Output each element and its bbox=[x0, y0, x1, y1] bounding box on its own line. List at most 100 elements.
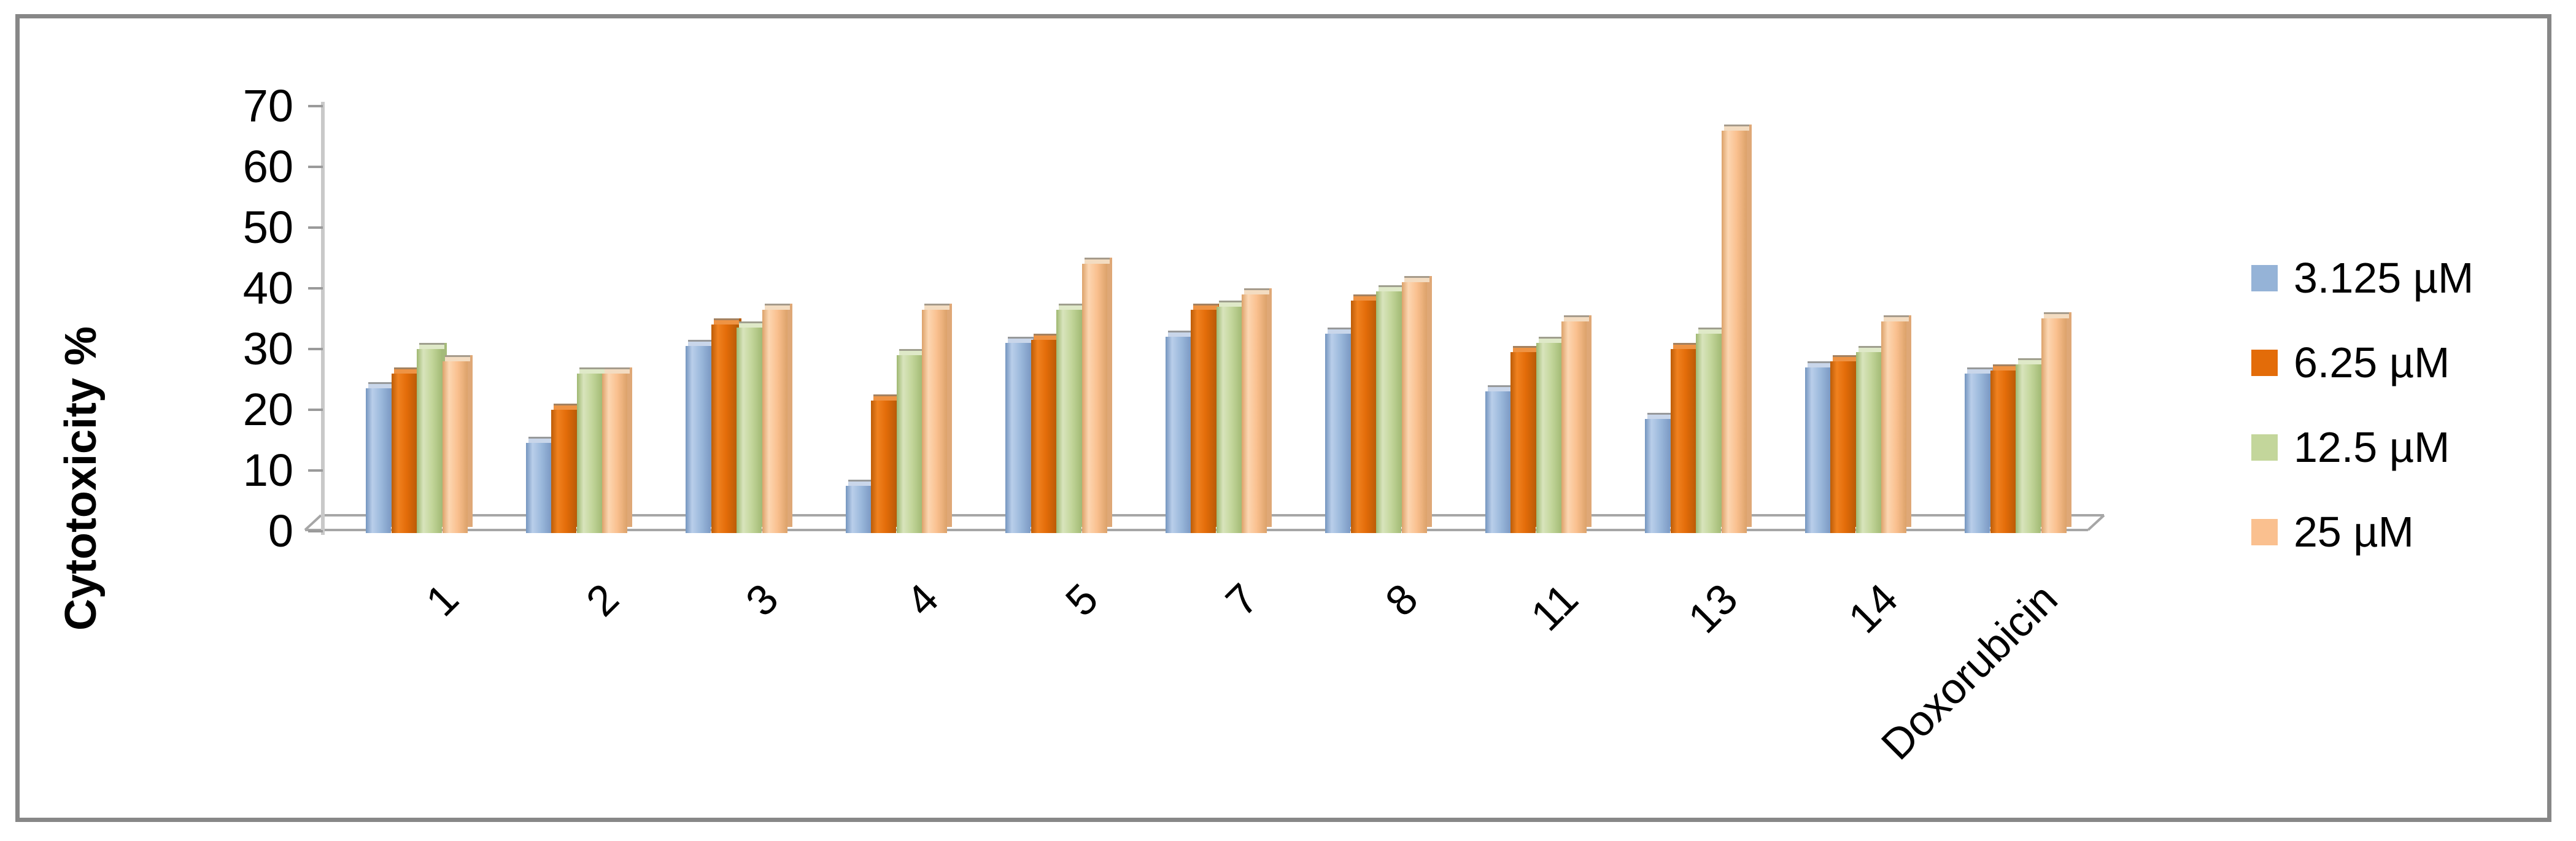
bar-top-face bbox=[419, 343, 444, 349]
bar-top-face bbox=[714, 318, 739, 324]
bar-top-face bbox=[765, 304, 790, 310]
bar-4-3.125µM bbox=[846, 480, 876, 533]
bar-front-face bbox=[577, 374, 602, 533]
bar-7-3.125µM bbox=[1166, 331, 1196, 533]
bar-top-face bbox=[1008, 337, 1033, 343]
bar-1-3.125µM bbox=[366, 382, 396, 533]
bar-front-face bbox=[1485, 391, 1510, 533]
bar-1-6.25µM bbox=[392, 367, 422, 533]
legend-label-4: 25 µM bbox=[2294, 508, 2414, 556]
bar-top-face bbox=[1168, 331, 1193, 337]
bar-top-face bbox=[554, 404, 579, 410]
bar-front-face bbox=[1082, 264, 1107, 533]
y-axis-line bbox=[321, 102, 325, 535]
bar-front-face bbox=[1990, 371, 2016, 533]
bar-7-25µM bbox=[1242, 288, 1272, 533]
bar-4-12.5µM bbox=[897, 349, 927, 533]
bar-front-face bbox=[1216, 307, 1242, 533]
bar-front-face bbox=[897, 355, 922, 533]
legend-swatch-2 bbox=[2251, 350, 2278, 376]
y-tick-mark-70 bbox=[308, 105, 323, 107]
bar-top-face bbox=[579, 367, 605, 374]
bar-front-face bbox=[1005, 343, 1031, 533]
bar-front-face bbox=[1351, 301, 1376, 533]
bar-3-25µM bbox=[762, 304, 792, 533]
bar-top-face bbox=[688, 340, 713, 346]
bar-13-25µM bbox=[1722, 125, 1752, 533]
bar-top-face bbox=[1244, 288, 1269, 294]
bar-front-face bbox=[1671, 349, 1696, 533]
bar-front-face bbox=[1881, 321, 1906, 533]
legend-swatch-1 bbox=[2251, 265, 2278, 291]
y-tick-mark-40 bbox=[308, 287, 323, 290]
bar-front-face bbox=[1561, 321, 1587, 533]
bar-front-face bbox=[2041, 318, 2067, 533]
bar-14-25µM bbox=[1881, 315, 1911, 533]
bar-top-face bbox=[1833, 355, 1858, 361]
y-tick-label-70: 70 bbox=[242, 80, 293, 131]
bar-13-3.125µM bbox=[1645, 413, 1675, 533]
bar-5-3.125µM bbox=[1005, 337, 1035, 533]
y-tick-label-40: 40 bbox=[242, 263, 293, 313]
bar-7-12.5µM bbox=[1216, 301, 1247, 533]
bar-3-6.25µM bbox=[711, 318, 741, 533]
bar-8-12.5µM bbox=[1376, 285, 1406, 533]
bar-top-face bbox=[2044, 312, 2069, 318]
bar-top-face bbox=[1673, 343, 1698, 349]
bar-top-face bbox=[1328, 328, 1353, 334]
legend-swatch-4 bbox=[2251, 519, 2278, 545]
y-tick-label-20: 20 bbox=[242, 384, 293, 435]
bar-front-face bbox=[871, 401, 896, 533]
legend-label-1: 3.125 µM bbox=[2294, 254, 2474, 302]
bar-top-face bbox=[899, 349, 924, 355]
bar-front-face bbox=[526, 443, 551, 533]
y-tick-label-0: 0 bbox=[268, 505, 293, 556]
bar-top-face bbox=[1698, 328, 1723, 334]
bar-top-face bbox=[924, 304, 950, 310]
bar-14-6.25µM bbox=[1830, 355, 1860, 533]
bar-top-face bbox=[1059, 304, 1084, 310]
bar-front-face bbox=[1722, 131, 1747, 533]
bar-Doxorubicin-6.25µM bbox=[1990, 364, 2021, 533]
y-axis-title: Cytotoxicity % bbox=[56, 326, 106, 631]
bar-13-12.5µM bbox=[1696, 328, 1726, 533]
bar-top-face bbox=[1993, 364, 2018, 371]
bar-top-face bbox=[1085, 258, 1110, 264]
bar-front-face bbox=[737, 328, 762, 533]
y-tick-mark-10 bbox=[308, 469, 323, 472]
y-tick-mark-0 bbox=[308, 530, 323, 532]
bar-top-face bbox=[528, 437, 554, 443]
bar-top-face bbox=[1488, 385, 1513, 391]
bar-top-face bbox=[1647, 413, 1673, 419]
bar-front-face bbox=[1645, 419, 1670, 533]
bar-front-face bbox=[1242, 294, 1267, 533]
bar-5-25µM bbox=[1082, 258, 1112, 533]
bar-front-face bbox=[1402, 282, 1427, 533]
bar-top-face bbox=[848, 480, 873, 486]
bar-top-face bbox=[605, 367, 630, 374]
bar-4-25µM bbox=[922, 304, 952, 533]
bar-front-face bbox=[1166, 337, 1191, 533]
y-tick-mark-50 bbox=[308, 226, 323, 229]
bar-14-12.5µM bbox=[1856, 346, 1886, 533]
bar-top-face bbox=[1724, 125, 1749, 131]
bar-front-face bbox=[686, 346, 711, 533]
bar-front-face bbox=[1856, 352, 1881, 533]
bar-front-face bbox=[1325, 334, 1350, 533]
bar-11-6.25µM bbox=[1510, 346, 1541, 533]
bar-5-12.5µM bbox=[1056, 304, 1086, 533]
y-tick-label-60: 60 bbox=[242, 141, 293, 192]
y-tick-label-10: 10 bbox=[242, 445, 293, 496]
bar-2-12.5µM bbox=[577, 367, 607, 533]
bar-top-face bbox=[873, 394, 899, 401]
bar-front-face bbox=[392, 374, 417, 533]
bar-front-face bbox=[1191, 310, 1216, 533]
bar-4-6.25µM bbox=[871, 394, 901, 533]
bar-8-3.125µM bbox=[1325, 328, 1355, 533]
bar-1-12.5µM bbox=[417, 343, 447, 533]
bar-top-face bbox=[1219, 301, 1244, 307]
bar-front-face bbox=[417, 349, 442, 533]
bar-top-face bbox=[1513, 346, 1538, 352]
bar-front-face bbox=[1056, 310, 1081, 533]
